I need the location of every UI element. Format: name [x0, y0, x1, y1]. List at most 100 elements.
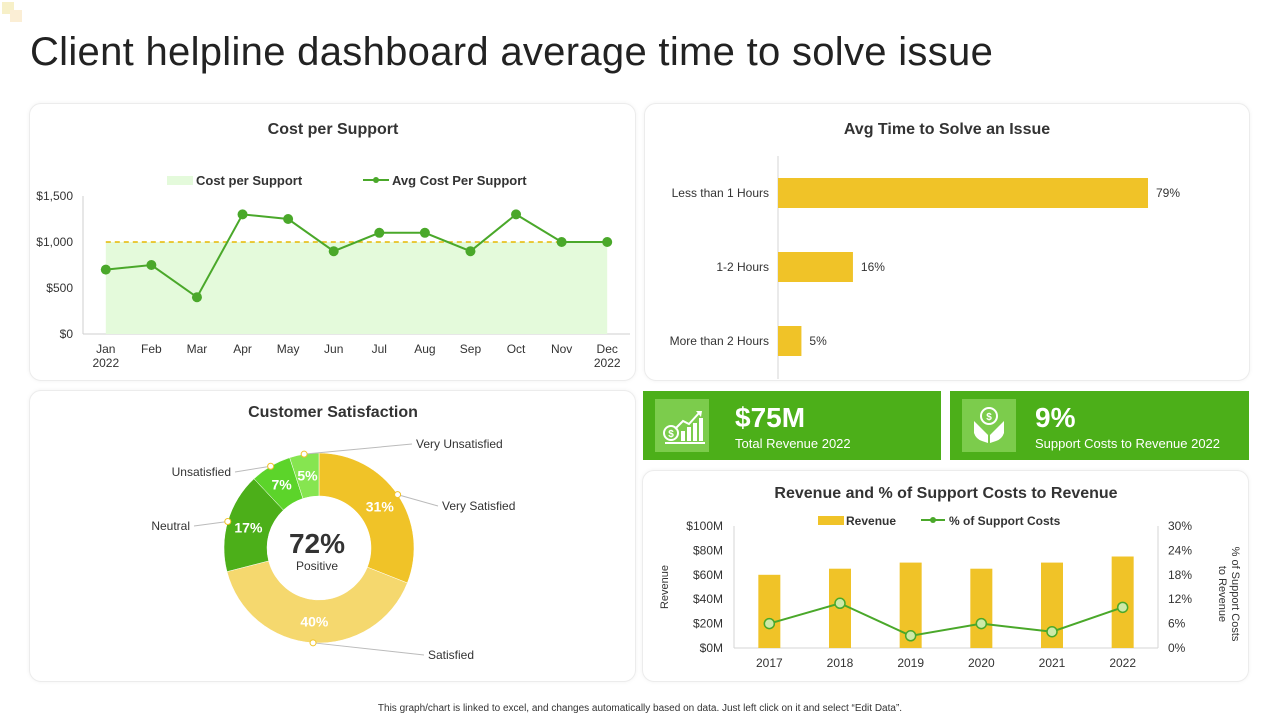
x-tick-label: 2021 [1039, 656, 1066, 670]
slice [226, 560, 408, 644]
data-point [237, 209, 248, 220]
series-line-avg-cost [105, 213, 608, 299]
x-tick-label: May [277, 342, 300, 356]
bar [778, 178, 1148, 208]
kpi-label: Total Revenue 2022 [735, 436, 851, 451]
corner-logo [2, 2, 24, 24]
leader-line [397, 494, 439, 507]
leader-dot [394, 491, 402, 499]
cost-per-support-chart[interactable]: Cost per Support Cost per Support Avg Cost… [30, 104, 637, 382]
y-tick-label: $1,000 [36, 235, 73, 249]
leader-line [312, 642, 425, 656]
leader-dot [300, 450, 308, 458]
slice-value-label: 5% [297, 467, 318, 483]
x-tick-label: Mar [187, 342, 208, 356]
legend-label: Revenue [846, 514, 896, 528]
kpi-value: $75M [735, 402, 806, 433]
x-tick-label: Jul [372, 342, 387, 356]
y-tick-label: $60M [693, 568, 723, 582]
slice-category-label: Very Satisfied [442, 499, 515, 513]
y-tick-label: $500 [46, 281, 73, 295]
x-tick-label: Nov [551, 342, 572, 356]
data-point [763, 617, 776, 630]
series-area-cost-per-support [105, 242, 608, 334]
category-label: 1-2 Hours [716, 260, 769, 274]
y-tick-label: $20M [693, 617, 723, 631]
category-label: Less than 1 Hours [672, 186, 769, 200]
slice-value-label: 31% [366, 499, 395, 515]
x-tick-label: Oct [507, 342, 526, 356]
y-tick-label: $0 [60, 327, 74, 341]
data-label: 5% [809, 334, 827, 348]
page-title: Client helpline dashboard average time t… [30, 30, 994, 74]
bar [758, 574, 781, 648]
x-tick-label: Dec 2022 [594, 342, 621, 370]
chart-title: Avg Time to Solve an Issue [844, 121, 1050, 138]
x-tick-label: Feb [141, 342, 162, 356]
data-point [511, 209, 522, 220]
slice-category-label: Unsatisfied [172, 465, 231, 479]
data-point [1046, 625, 1058, 638]
y-tick-label: $80M [693, 543, 723, 557]
x-tick-label: Apr [233, 342, 252, 356]
avg-time-to-solve-card: Avg Time to Solve an Issue Less than 1 Ho… [644, 103, 1250, 381]
avg-time-to-solve-chart[interactable]: Avg Time to Solve an Issue Less than 1 Ho… [645, 104, 1251, 382]
kpi-value: 9% [1035, 402, 1076, 433]
slice-category-label: Very Unsatisfied [416, 437, 503, 451]
x-tick-label: Jan 2022 [92, 342, 119, 370]
legend-swatch-bar [818, 516, 844, 525]
y-tick-label: $1,500 [36, 189, 73, 203]
y-tick-label: $100M [686, 519, 723, 533]
customer-satisfaction-chart[interactable]: Customer Satisfaction 31% Very Satisfied 40… [30, 391, 637, 683]
bar [778, 252, 853, 282]
data-point [834, 597, 846, 610]
slice-category-label: Neutral [151, 519, 190, 533]
data-point [1116, 601, 1129, 614]
bar [899, 562, 922, 648]
revenue-support-costs-chart[interactable]: Revenue and % of Support Costs to Revenu… [643, 471, 1250, 683]
data-point [374, 227, 385, 238]
y-tick-label: $40M [693, 592, 723, 606]
x-tick-label: 2017 [756, 656, 783, 670]
series-line-support-costs [769, 602, 1123, 637]
svg-text:$: $ [986, 412, 992, 423]
leader-line [193, 521, 228, 527]
x-tick-label: Sep [460, 342, 482, 356]
slice-value-label: 7% [271, 477, 292, 493]
x-tick-label: 2019 [897, 656, 924, 670]
slice-value-label: 17% [234, 519, 263, 535]
legend-label: Avg Cost Per Support [392, 173, 527, 188]
data-point [146, 260, 157, 270]
legend-label: Cost per Support [196, 173, 303, 188]
customer-satisfaction-card: Customer Satisfaction 31% Very Satisfied 40… [29, 390, 636, 682]
center-label: Positive [296, 559, 338, 573]
hand-coin-icon: $ [962, 399, 1016, 452]
footer-note: This graph/chart is linked to excel, and… [377, 703, 903, 714]
x-tick-label: Aug [414, 342, 435, 356]
cost-per-support-card: Cost per Support Cost per Support Avg Cost… [29, 103, 636, 381]
leader-dot [267, 462, 275, 470]
legend-marker [930, 517, 936, 523]
y2-tick-label: 30% [1168, 519, 1192, 533]
data-label: 79% [1156, 186, 1180, 200]
revenue-support-costs-card: Revenue and % of Support Costs to Revenu… [642, 470, 1249, 682]
kpi-total-revenue: $ $75M Total Revenue 2022 [643, 391, 941, 460]
legend-swatch-area [167, 176, 193, 185]
y2-tick-label: 12% [1168, 592, 1192, 606]
y2-tick-label: 0% [1168, 641, 1186, 655]
center-value: 72% [289, 528, 345, 559]
category-label: More than 2 Hours [670, 334, 769, 348]
chart-title: Cost per Support [268, 121, 399, 138]
bar [778, 326, 802, 356]
y2-axis-title: % of Support Coststo Revenue [1216, 547, 1241, 642]
bar [1041, 562, 1063, 648]
x-tick-label: 2018 [827, 656, 854, 670]
data-point [556, 237, 567, 247]
logo-square [10, 10, 22, 22]
kpi-label: Support Costs to Revenue 2022 [1035, 436, 1221, 451]
data-label: 16% [861, 260, 885, 274]
x-tick-label: 2022 [1109, 656, 1136, 670]
svg-text:$: $ [668, 429, 674, 440]
chart-title: Revenue and % of Support Costs to Revenu… [774, 485, 1117, 502]
legend-label: % of Support Costs [949, 514, 1061, 528]
